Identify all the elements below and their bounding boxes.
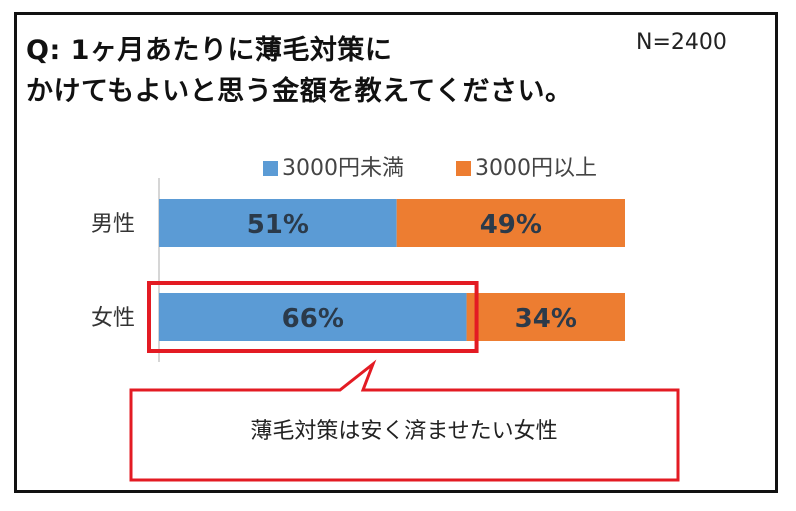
data-label: 49% <box>480 210 542 240</box>
legend-label-1: 3000円未満 <box>282 156 404 181</box>
category-label-2: 女性 <box>91 306 135 331</box>
data-label: 34% <box>515 304 577 334</box>
legend-swatch-1 <box>263 161 278 176</box>
bar-segment <box>159 293 467 341</box>
bar-segment <box>466 293 625 341</box>
question-title: Q: 1ヶ月あたりに薄毛対策に かけてもよいと思う金額を教えてください。 <box>26 30 573 112</box>
question-line-2: かけてもよいと思う金額を教えてください。 <box>26 76 573 107</box>
bar-segment <box>396 199 625 247</box>
callout-text: 薄毛対策は安く済ませたい女性 <box>250 419 558 444</box>
legend-swatch-2 <box>456 161 471 176</box>
question-line-1: Q: 1ヶ月あたりに薄毛対策に <box>26 35 393 66</box>
callout-bubble <box>129 359 680 482</box>
bar-segment <box>159 199 397 247</box>
data-label: 51% <box>247 210 309 240</box>
category-label-1: 男性 <box>91 212 135 237</box>
data-label: 66% <box>282 304 344 334</box>
highlight-box <box>147 281 479 353</box>
legend-label-2: 3000円以上 <box>475 156 597 181</box>
sample-size-label: N=2400 <box>636 30 727 55</box>
